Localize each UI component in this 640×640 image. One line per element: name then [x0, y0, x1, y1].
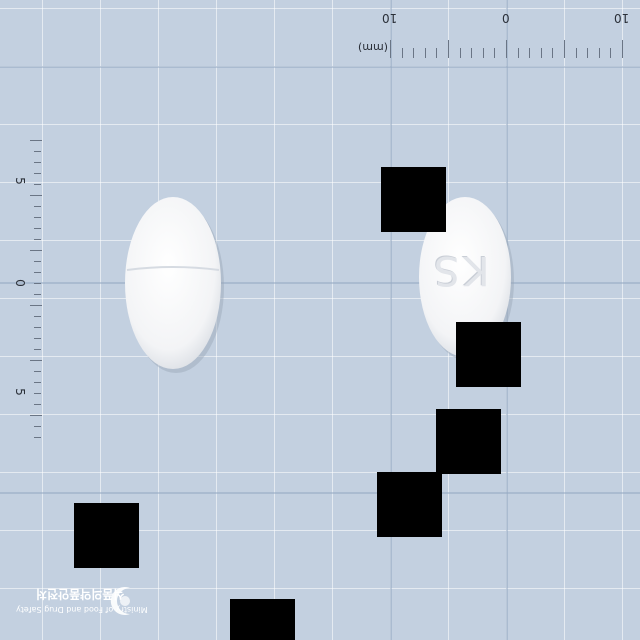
- ruler-tick: [413, 48, 415, 58]
- ruler-tick: [34, 228, 41, 229]
- ruler-tick: [34, 151, 41, 152]
- ruler-tick: [34, 349, 41, 350]
- ministry-korean-name: 식품의약품안전처: [36, 587, 125, 601]
- ruler-tick: [34, 184, 41, 185]
- ruler-tick: [471, 48, 473, 58]
- ruler-tick: [34, 382, 41, 383]
- ruler-tick: [34, 206, 41, 207]
- ruler-tick: [540, 48, 542, 58]
- ruler-tick: [506, 40, 507, 58]
- grid-line: [0, 492, 640, 494]
- ruler-tick: [34, 437, 41, 438]
- ministry-english-name: Ministry of Food and Drug Safety: [16, 605, 148, 614]
- grid-line: [506, 0, 508, 640]
- ruler-tick: [30, 305, 42, 306]
- ruler-tick: [390, 40, 391, 58]
- ruler-tick: [30, 415, 42, 416]
- ruler-tick: [34, 404, 41, 405]
- ruler-tick: [34, 283, 41, 284]
- ruler-unit-label: (mm): [358, 41, 389, 54]
- ruler-tick: [34, 239, 41, 240]
- ruler-top-label: 0: [502, 11, 510, 25]
- redaction-box: [456, 322, 521, 387]
- redaction-box: [230, 599, 295, 640]
- pill-right: [419, 197, 514, 361]
- ruler-tick: [610, 48, 612, 58]
- ruler-tick: [34, 173, 41, 174]
- ruler-tick: [494, 48, 496, 58]
- ruler-tick: [34, 272, 41, 273]
- ruler-tick: [622, 40, 623, 58]
- redaction-box: [381, 167, 446, 232]
- ruler-tick: [30, 195, 42, 196]
- ruler-tick: [34, 371, 41, 372]
- ruler-tick: [482, 48, 484, 58]
- ruler-tick: [598, 48, 600, 58]
- ruler-tick: [575, 48, 577, 58]
- pill-left: [125, 197, 224, 373]
- ruler-tick: [552, 48, 554, 58]
- ruler-tick: [564, 40, 565, 58]
- ruler-tick: [587, 48, 589, 58]
- grid-line: [390, 0, 392, 640]
- ruler-tick: [34, 162, 41, 163]
- ruler-tick: [34, 327, 41, 328]
- ruler-tick: [34, 261, 41, 262]
- ruler-tick: [34, 338, 41, 339]
- ruler-tick: [448, 40, 449, 58]
- ministry-logo: [110, 587, 130, 615]
- ruler-tick: [401, 48, 403, 58]
- ruler-tick: [34, 294, 41, 295]
- grid-line: [0, 66, 640, 68]
- ruler-left-label: 5: [12, 177, 27, 185]
- ruler-tick: [34, 217, 41, 218]
- grid-line: [0, 282, 640, 284]
- ruler-top-label: 10: [614, 11, 630, 25]
- ruler-tick: [30, 250, 42, 251]
- ruler-tick: [30, 140, 42, 141]
- ruler-top-label: 10: [382, 11, 398, 25]
- redaction-box: [436, 409, 501, 474]
- ruler-tick: [517, 48, 519, 58]
- ruler-left-label: 0: [12, 279, 27, 287]
- ruler-tick: [424, 48, 426, 58]
- ruler-left-label: 5: [12, 388, 27, 396]
- ruler-tick: [529, 48, 531, 58]
- ruler-tick: [34, 316, 41, 317]
- ruler-tick: [34, 426, 41, 427]
- ruler-tick: [459, 48, 461, 58]
- pill-imprint: KS: [430, 247, 490, 293]
- redaction-box: [74, 503, 139, 568]
- ruler-tick: [30, 360, 42, 361]
- ruler-tick: [436, 48, 438, 58]
- redaction-box: [377, 472, 442, 537]
- ruler-tick: [34, 393, 41, 394]
